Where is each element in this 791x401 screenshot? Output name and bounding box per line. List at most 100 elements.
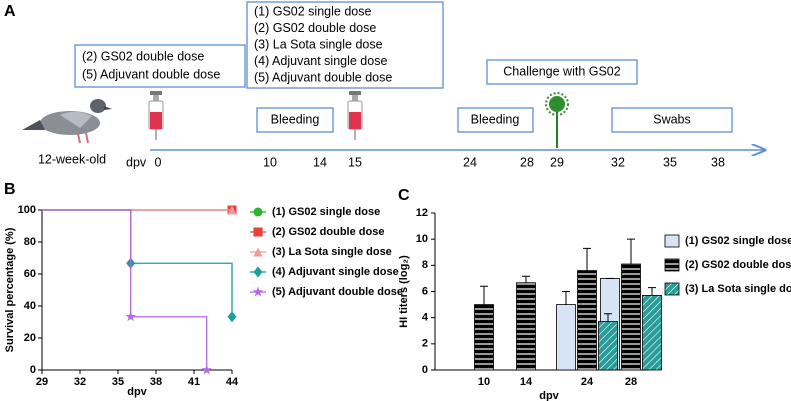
x-tick-label: 24 bbox=[581, 376, 594, 388]
y-axis-label: Survival percentage (%) bbox=[4, 227, 16, 352]
legend-label: (2) GS02 double dose bbox=[272, 226, 384, 238]
text-box bbox=[246, 1, 444, 89]
box-text: Challenge with GS02 bbox=[503, 64, 620, 78]
panel-label: C bbox=[398, 187, 410, 204]
y-tick-label: 10 bbox=[416, 233, 428, 245]
y-axis-label: HI titers (log₂) bbox=[398, 255, 410, 328]
error-bar bbox=[583, 247, 591, 271]
error-bar bbox=[604, 313, 612, 322]
x-tick-label: 28 bbox=[625, 376, 637, 388]
text-box bbox=[457, 107, 534, 133]
panel-label: A bbox=[4, 3, 16, 20]
y-tick-label: 8 bbox=[422, 259, 428, 271]
x-axis-label: dpv bbox=[539, 390, 559, 401]
y-tick-label: 40 bbox=[24, 300, 36, 312]
legend-label: (1) GS02 single dose bbox=[272, 206, 380, 218]
error-bar bbox=[648, 287, 656, 296]
survival-line bbox=[42, 209, 208, 370]
legend-label: (3) La Sota single dose bbox=[272, 246, 392, 258]
box-text: (2) GS02 double dose bbox=[82, 49, 204, 63]
bar bbox=[556, 304, 576, 371]
virus-icon bbox=[545, 92, 569, 148]
y-tick-label: 4 bbox=[422, 312, 429, 324]
timeline-tick-label: 14 bbox=[313, 155, 327, 169]
text-box bbox=[74, 44, 246, 88]
box-text: (3) La Sota single dose bbox=[254, 37, 383, 51]
timeline-tick-label: 29 bbox=[550, 155, 564, 169]
legend-swatch bbox=[664, 234, 680, 248]
y-tick-label: 0 bbox=[422, 364, 428, 376]
box-text: Bleeding bbox=[471, 112, 520, 126]
box-text: (5) Adjuvant double dose bbox=[82, 67, 220, 81]
box-text: (5) Adjuvant double dose bbox=[254, 70, 392, 84]
age-label: 12-week-old bbox=[38, 152, 106, 166]
box-text: (1) GS02 single dose bbox=[254, 4, 371, 18]
marker bbox=[227, 311, 237, 323]
y-tick-label: 80 bbox=[24, 236, 36, 248]
legend-marker bbox=[253, 207, 263, 217]
timeline-tick-label: 28 bbox=[520, 155, 534, 169]
box-text: (2) GS02 double dose bbox=[254, 21, 376, 35]
y-tick-label: 2 bbox=[422, 338, 428, 350]
text-box bbox=[256, 107, 334, 133]
marker bbox=[125, 311, 136, 322]
legend-label: (1) GS02 single dose bbox=[685, 235, 791, 247]
marker bbox=[201, 364, 212, 375]
y-tick-label: 60 bbox=[24, 268, 36, 280]
bar bbox=[621, 263, 641, 371]
error-bar bbox=[522, 275, 530, 283]
x-tick-label: 35 bbox=[112, 376, 124, 388]
x-tick-label: 38 bbox=[150, 376, 162, 388]
legend-swatch bbox=[664, 282, 680, 296]
bar bbox=[642, 295, 662, 371]
bar bbox=[598, 321, 618, 371]
x-tick-label: 32 bbox=[74, 376, 86, 388]
legend-label: (4) Adjuvant single dose bbox=[272, 266, 399, 278]
text-box bbox=[486, 59, 638, 85]
legend-label: (3) La Sota single dose bbox=[685, 283, 791, 295]
legend-marker bbox=[253, 247, 263, 257]
error-bar bbox=[562, 291, 570, 305]
timeline-tick-label: 0 bbox=[155, 155, 162, 169]
syringe-icon bbox=[347, 91, 363, 140]
marker bbox=[227, 205, 237, 215]
bar bbox=[474, 304, 494, 371]
x-tick-label: 44 bbox=[226, 376, 239, 388]
error-bar bbox=[627, 238, 635, 265]
x-tick-label: 14 bbox=[520, 376, 533, 388]
timeline-tick-label: 35 bbox=[663, 155, 677, 169]
legend-marker bbox=[253, 266, 263, 278]
legend-marker bbox=[252, 286, 264, 297]
box-text: Swabs bbox=[653, 112, 691, 126]
text-box bbox=[611, 107, 733, 133]
bar bbox=[577, 270, 597, 371]
panel-label: B bbox=[4, 181, 16, 198]
timeline-tick-label: 38 bbox=[711, 155, 725, 169]
x-tick-label: 29 bbox=[36, 376, 48, 388]
legend-label: (2) GS02 double dose bbox=[685, 259, 791, 271]
box-text: Bleeding bbox=[271, 112, 320, 126]
error-bar bbox=[480, 285, 488, 305]
y-tick-label: 100 bbox=[18, 204, 36, 216]
y-tick-label: 0 bbox=[30, 364, 36, 376]
x-tick-label: 10 bbox=[478, 376, 490, 388]
timeline-tick-label: 32 bbox=[611, 155, 625, 169]
syringe-icon bbox=[148, 91, 164, 140]
bar bbox=[516, 282, 536, 371]
legend-swatch bbox=[664, 258, 680, 272]
survival-line bbox=[42, 209, 233, 317]
timeline-tick-label: 24 bbox=[463, 155, 477, 169]
timeline-tick-label: 15 bbox=[348, 155, 362, 169]
x-tick-label: 41 bbox=[188, 376, 200, 388]
pigeon-icon bbox=[22, 99, 112, 144]
legend-marker bbox=[253, 227, 263, 237]
y-tick-label: 20 bbox=[24, 332, 36, 344]
y-tick-label: 12 bbox=[416, 207, 428, 219]
timeline-tick-label: 10 bbox=[263, 155, 277, 169]
y-tick-label: 6 bbox=[422, 285, 428, 297]
box-text: (4) Adjuvant single dose bbox=[254, 54, 387, 68]
legend-label: (5) Adjuvant double dose bbox=[272, 286, 403, 298]
timeline-axis-label: dpv bbox=[126, 155, 147, 169]
x-axis-label: dpv bbox=[127, 386, 147, 398]
